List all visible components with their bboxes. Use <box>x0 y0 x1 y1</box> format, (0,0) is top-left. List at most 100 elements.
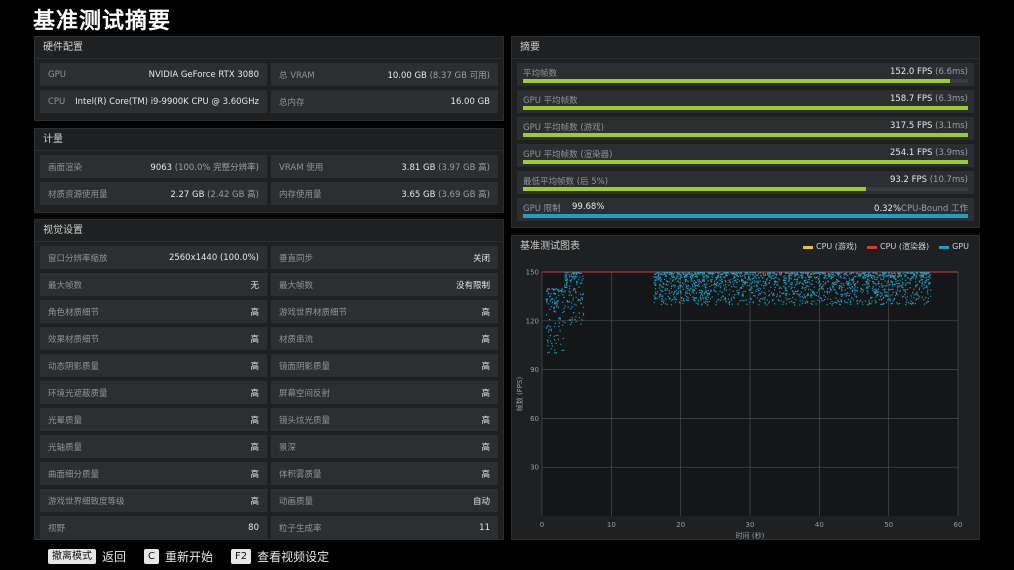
gpu-point <box>698 279 701 281</box>
summary-value: 317.5 FPS (3.1ms) <box>889 121 968 131</box>
gpu-point <box>559 330 561 332</box>
gpu-point <box>719 290 721 292</box>
gpu-point <box>914 285 917 287</box>
gpu-point <box>764 298 766 301</box>
gpu-point <box>921 274 923 276</box>
gpu-point <box>733 272 735 274</box>
gpu-point <box>895 292 897 294</box>
gpu-point <box>920 274 922 277</box>
gpu-point <box>861 272 863 275</box>
gpu-point <box>881 286 883 288</box>
gpu-point <box>744 282 747 285</box>
setting-value: 高 <box>481 307 490 318</box>
gpu-point <box>759 272 761 274</box>
gpu-point <box>802 283 805 285</box>
gpu-point <box>785 277 788 279</box>
gpu-point <box>796 280 798 283</box>
gpu-point <box>828 274 830 276</box>
gpu-point <box>705 286 707 289</box>
gpu-point <box>790 272 792 274</box>
gpu-point <box>703 280 705 282</box>
gpu-point <box>553 306 555 308</box>
gpu-point <box>805 287 807 289</box>
gpu-point <box>817 278 820 280</box>
gpu-point <box>679 302 681 304</box>
gpu-point <box>792 296 794 299</box>
gpu-point <box>874 282 876 285</box>
gpu-point <box>675 289 678 291</box>
key-hint-button[interactable]: F2 <box>231 549 252 564</box>
video-setting-row: 景深高 <box>271 435 498 458</box>
key-hint-label[interactable]: 查看视频设定 <box>257 550 330 564</box>
gpu-point <box>838 288 840 290</box>
gpu-point <box>704 285 706 287</box>
x-tick-label: 50 <box>884 521 893 529</box>
gpu-point <box>672 279 675 281</box>
gpu-point <box>687 299 689 301</box>
gpu-point <box>571 319 573 321</box>
gpu-point <box>677 275 679 277</box>
gpu-point <box>571 272 573 274</box>
gpu-point <box>674 297 676 299</box>
gpu-point <box>915 276 918 278</box>
gpu-point <box>674 286 676 288</box>
gpu-point <box>827 288 829 290</box>
gpu-point <box>901 284 904 286</box>
gpu-point <box>547 293 549 295</box>
gpu-point <box>696 275 698 277</box>
key-hint-label[interactable]: 返回 <box>102 550 127 564</box>
gpu-point <box>893 275 895 277</box>
gpu-point <box>822 281 824 283</box>
setting-value: 3.81 GB (3.97 GB 高) <box>401 162 490 173</box>
gpu-point <box>900 274 902 276</box>
setting-value: Intel(R) Core(TM) i9-9900K CPU @ 3.60GHz <box>75 96 259 107</box>
gpu-point <box>546 300 548 302</box>
gpu-point <box>927 289 929 291</box>
gpu-point <box>774 286 776 289</box>
gpu-point <box>882 285 884 287</box>
gpu-point <box>688 290 690 292</box>
gpu-point <box>691 273 693 275</box>
gpu-point <box>820 298 823 300</box>
setting-label: 游戏世界材质细节 <box>279 307 348 318</box>
gpu-point <box>871 280 874 283</box>
gpu-point <box>753 285 755 287</box>
gpu-point <box>893 272 896 274</box>
key-hint-label[interactable]: 重新开始 <box>165 550 214 564</box>
gpu-point <box>662 295 664 297</box>
gpu-point <box>714 272 717 274</box>
gpu-point <box>687 284 689 287</box>
gpu-point <box>778 287 780 289</box>
gpu-point <box>547 288 549 290</box>
gpu-point <box>770 272 772 274</box>
gpu-point <box>843 293 845 295</box>
setting-label: 材质资源使用量 <box>48 189 108 200</box>
gpu-point <box>925 273 928 276</box>
gpu-point <box>768 272 770 274</box>
gpu-point <box>874 292 876 294</box>
gpu-point <box>572 275 574 277</box>
gpu-point <box>669 297 671 299</box>
gpu-point <box>796 278 799 281</box>
gpu-point <box>785 282 788 284</box>
setting-value: 高 <box>250 469 259 480</box>
gpu-point <box>920 291 923 293</box>
gpu-point <box>580 272 582 274</box>
gpu-point <box>564 274 566 276</box>
gpu-point <box>785 272 787 274</box>
gpu-point <box>873 275 875 277</box>
key-hint-button[interactable]: C <box>144 549 159 564</box>
gpu-point <box>570 321 573 324</box>
key-hint-button[interactable]: 撤离模式 <box>48 549 96 564</box>
gpu-point <box>772 274 774 276</box>
gpu-point <box>803 279 805 282</box>
gpu-point <box>676 272 678 274</box>
setting-value: 2560x1440 (100.0%) <box>168 252 259 263</box>
gpu-point <box>672 298 674 301</box>
gpu-point <box>848 294 850 297</box>
gpu-point <box>824 275 827 277</box>
gpu-point <box>576 280 578 282</box>
gpu-point <box>853 294 856 296</box>
gpu-point <box>815 272 817 274</box>
setting-label: 角色材质细节 <box>48 307 100 318</box>
